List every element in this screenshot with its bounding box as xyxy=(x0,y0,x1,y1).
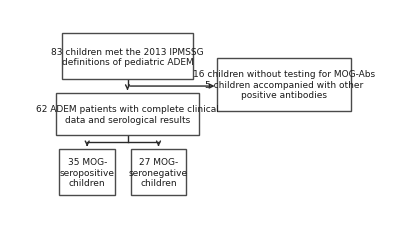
FancyBboxPatch shape xyxy=(62,34,193,80)
FancyBboxPatch shape xyxy=(218,59,351,111)
FancyBboxPatch shape xyxy=(131,150,186,195)
Text: 16 children without testing for MOG-Abs
5 children accompanied with other
positi: 16 children without testing for MOG-Abs … xyxy=(193,70,375,100)
Text: 62 ADEM patients with complete clinical
data and serological results: 62 ADEM patients with complete clinical … xyxy=(36,105,219,124)
FancyBboxPatch shape xyxy=(56,94,199,136)
Text: 27 MOG-
seronegative
children: 27 MOG- seronegative children xyxy=(129,158,188,187)
Text: 83 children met the 2013 IPMSSG
definitions of pediatric ADEM: 83 children met the 2013 IPMSSG definiti… xyxy=(51,47,204,67)
FancyBboxPatch shape xyxy=(59,150,115,195)
Text: 35 MOG-
seropositive
children: 35 MOG- seropositive children xyxy=(60,158,115,187)
